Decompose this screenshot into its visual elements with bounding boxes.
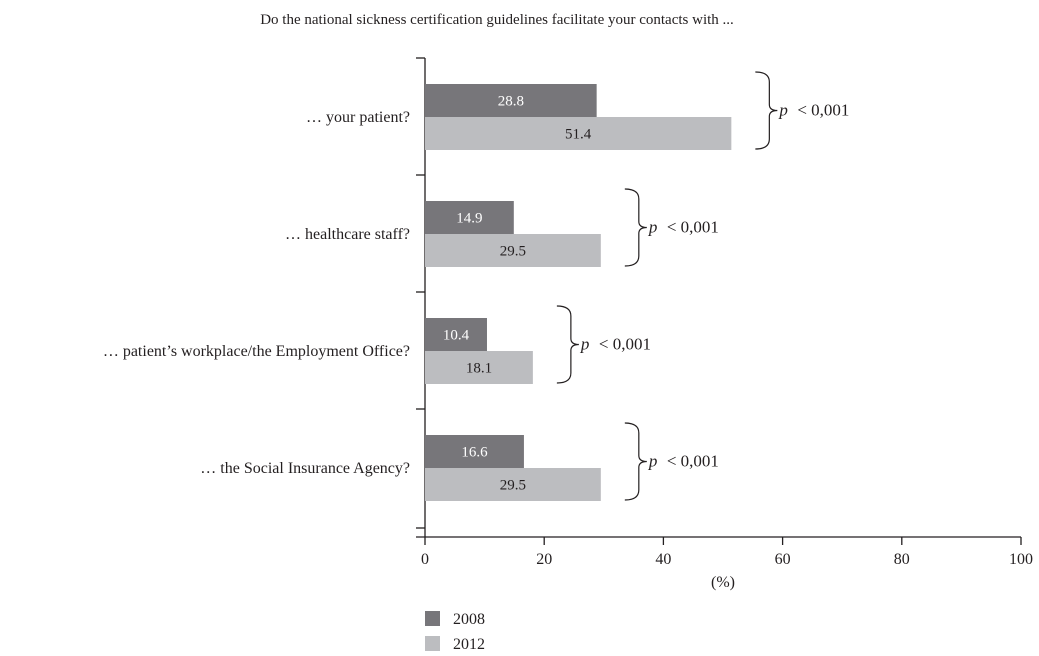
p-symbol: p	[648, 218, 658, 237]
data-label: 29.5	[500, 244, 526, 260]
p-symbol: p	[778, 101, 788, 120]
bar-2008	[425, 435, 524, 468]
x-tick-label: 80	[894, 551, 910, 568]
x-tick-label: 40	[655, 551, 671, 568]
category-label: … your patient?	[306, 109, 410, 126]
legend: 2008 2012	[425, 611, 485, 653]
data-label: 18.1	[466, 361, 492, 377]
p-value-text: < 0,001	[599, 335, 651, 354]
data-label: 51.4	[565, 127, 592, 143]
significance-brace	[624, 422, 647, 501]
plot-area: 0 20 40 60 80 100 … your patient? 28.8 51.4 p < 0,…	[103, 57, 1033, 568]
legend-swatch-2012	[425, 636, 440, 651]
legend-label-2012: 2012	[453, 636, 485, 653]
category-label: … the Social Insurance Agency?	[200, 460, 410, 477]
p-value-text: < 0,001	[667, 452, 719, 471]
bar-2012	[425, 351, 533, 384]
p-value-text: < 0,001	[667, 218, 719, 237]
legend-label-2008: 2008	[453, 611, 485, 628]
data-label: 28.8	[498, 94, 524, 110]
x-tick-label: 60	[775, 551, 791, 568]
significance-brace	[556, 305, 579, 384]
p-value-text: < 0,001	[797, 101, 849, 120]
bar-2008	[425, 318, 487, 351]
category-label: … healthcare staff?	[285, 226, 410, 243]
bar-2008	[425, 201, 514, 234]
x-tick-label: 0	[421, 551, 429, 568]
significance-brace	[755, 71, 778, 150]
bar-2012	[425, 468, 601, 501]
x-tick-label: 20	[536, 551, 552, 568]
data-label: 10.4	[443, 328, 470, 344]
p-symbol: p	[580, 335, 590, 354]
data-label: 16.6	[461, 445, 488, 461]
category-label: … patient’s workplace/the Employment Off…	[103, 343, 410, 360]
legend-swatch-2008	[425, 611, 440, 626]
bar-2012	[425, 234, 601, 267]
significance-brace	[624, 188, 647, 267]
data-label: 14.9	[456, 211, 482, 227]
p-symbol: p	[648, 452, 658, 471]
x-tick-label: 100	[1009, 551, 1033, 568]
chart-title: Do the national sickness certification g…	[260, 12, 734, 28]
x-axis-label: (%)	[711, 574, 735, 591]
bar-2008	[425, 84, 597, 117]
bar-2012	[425, 117, 732, 150]
data-label: 29.5	[500, 478, 526, 494]
